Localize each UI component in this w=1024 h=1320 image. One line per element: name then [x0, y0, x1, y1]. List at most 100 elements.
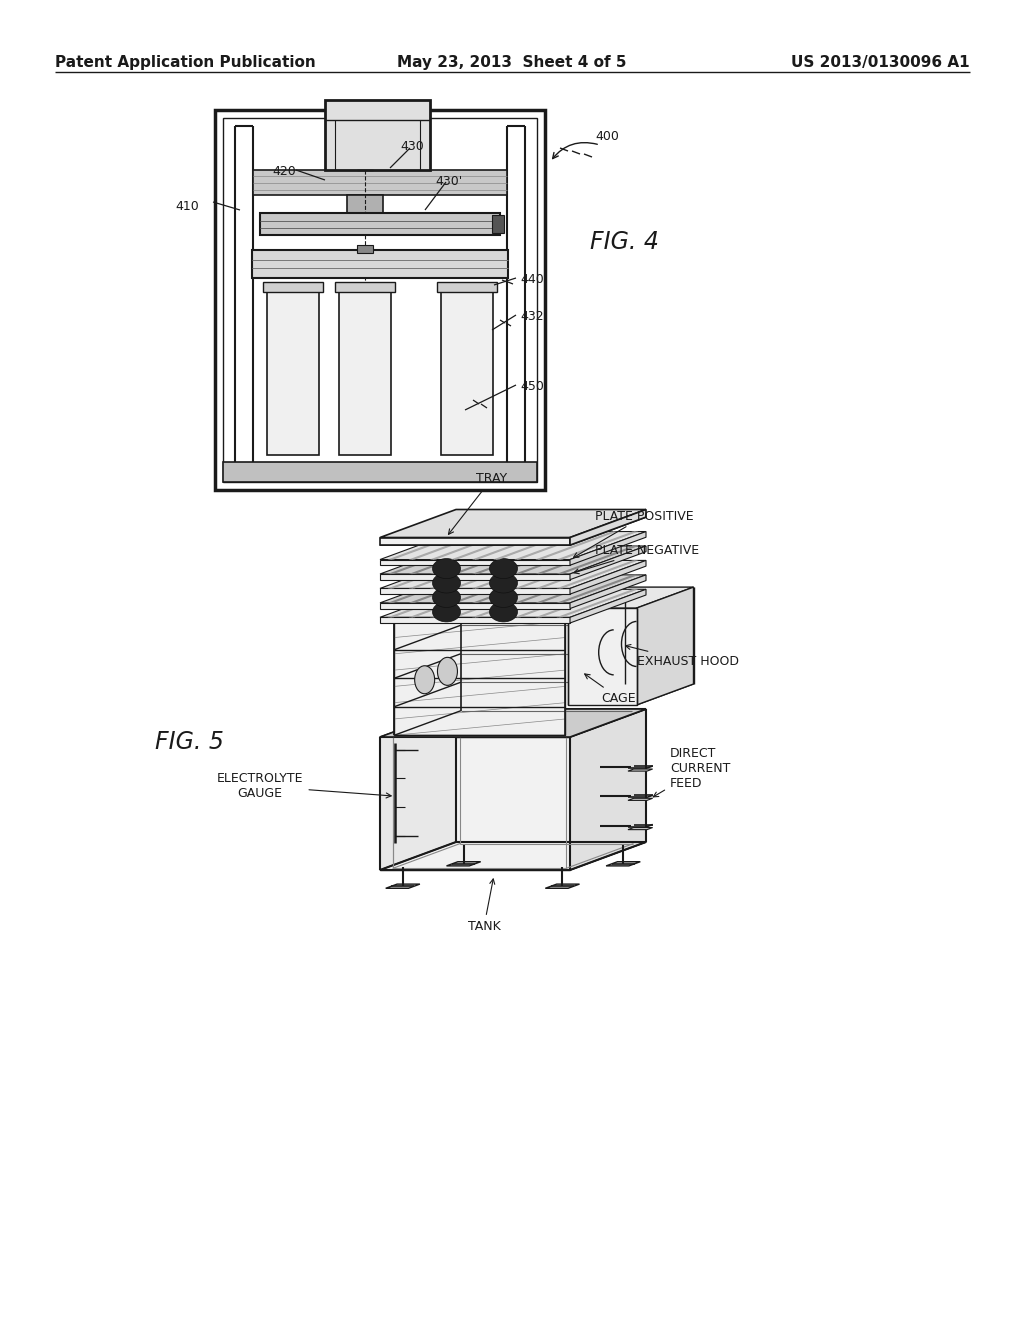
Polygon shape: [380, 561, 646, 589]
Ellipse shape: [489, 558, 517, 578]
Polygon shape: [556, 532, 639, 560]
Bar: [437, 282, 497, 292]
Bar: [347, 195, 383, 213]
Polygon shape: [556, 576, 639, 603]
Polygon shape: [628, 770, 652, 771]
Polygon shape: [451, 532, 532, 560]
Ellipse shape: [415, 665, 434, 694]
Bar: [335, 282, 395, 292]
Polygon shape: [536, 589, 617, 618]
Bar: [437, 282, 497, 292]
Polygon shape: [430, 589, 512, 618]
Bar: [263, 282, 323, 292]
Text: ELECTROLYTE
GAUGE: ELECTROLYTE GAUGE: [217, 772, 391, 800]
Bar: [260, 213, 500, 235]
Ellipse shape: [489, 602, 517, 622]
Polygon shape: [570, 532, 646, 565]
Text: PLATE NEGATIVE: PLATE NEGATIVE: [573, 544, 699, 574]
Polygon shape: [494, 546, 575, 574]
Polygon shape: [472, 576, 554, 603]
Text: 432: 432: [520, 310, 544, 323]
Text: 430: 430: [400, 140, 424, 153]
Polygon shape: [387, 546, 470, 574]
Polygon shape: [570, 510, 646, 545]
Polygon shape: [514, 532, 596, 560]
Ellipse shape: [489, 573, 517, 593]
Polygon shape: [380, 576, 646, 603]
Text: DIRECT
CURRENT
FEED: DIRECT CURRENT FEED: [653, 747, 730, 797]
Bar: [223, 117, 537, 482]
Polygon shape: [380, 589, 646, 618]
Bar: [357, 246, 373, 253]
Polygon shape: [387, 589, 470, 618]
Polygon shape: [494, 589, 575, 618]
Polygon shape: [380, 618, 570, 623]
Polygon shape: [556, 561, 639, 589]
Bar: [252, 249, 508, 279]
Polygon shape: [380, 589, 570, 594]
Polygon shape: [380, 560, 570, 565]
Bar: [223, 462, 537, 482]
Ellipse shape: [489, 587, 517, 607]
Polygon shape: [451, 576, 532, 603]
Polygon shape: [446, 862, 480, 866]
Bar: [253, 170, 507, 195]
Bar: [325, 100, 430, 170]
Bar: [325, 100, 430, 170]
Polygon shape: [387, 576, 470, 603]
Polygon shape: [568, 684, 693, 705]
Polygon shape: [380, 709, 646, 737]
Polygon shape: [380, 709, 456, 870]
Text: 450: 450: [520, 380, 544, 393]
Polygon shape: [409, 576, 490, 603]
Polygon shape: [514, 589, 596, 618]
Polygon shape: [451, 561, 532, 589]
Text: EXHAUST HOOD: EXHAUST HOOD: [626, 644, 738, 668]
Polygon shape: [536, 576, 617, 603]
Bar: [253, 170, 507, 195]
Polygon shape: [380, 603, 570, 609]
Bar: [441, 288, 493, 455]
Text: Patent Application Publication: Patent Application Publication: [55, 55, 315, 70]
Polygon shape: [536, 546, 617, 574]
Polygon shape: [386, 884, 420, 888]
Polygon shape: [472, 532, 554, 560]
Bar: [252, 249, 508, 279]
Bar: [263, 282, 323, 292]
Bar: [347, 195, 383, 213]
Polygon shape: [409, 561, 490, 589]
Text: 410: 410: [175, 201, 199, 213]
Polygon shape: [380, 532, 646, 560]
Polygon shape: [430, 546, 512, 574]
Polygon shape: [494, 532, 575, 560]
Text: PLATE POSITIVE: PLATE POSITIVE: [573, 510, 693, 557]
Bar: [267, 288, 319, 455]
Polygon shape: [387, 561, 470, 589]
Polygon shape: [409, 532, 490, 560]
Polygon shape: [556, 546, 639, 574]
Polygon shape: [387, 532, 470, 560]
Polygon shape: [380, 737, 570, 870]
Polygon shape: [380, 842, 646, 870]
Polygon shape: [380, 546, 646, 574]
Polygon shape: [472, 546, 554, 574]
Polygon shape: [628, 799, 652, 800]
Polygon shape: [606, 862, 640, 866]
Polygon shape: [394, 597, 461, 735]
Ellipse shape: [432, 602, 461, 622]
Bar: [492, 215, 504, 234]
Polygon shape: [570, 561, 646, 594]
Polygon shape: [409, 589, 490, 618]
Text: 430': 430': [435, 176, 462, 187]
Polygon shape: [514, 546, 596, 574]
Polygon shape: [430, 532, 512, 560]
Polygon shape: [570, 709, 646, 870]
Text: FIG. 5: FIG. 5: [155, 730, 224, 754]
Bar: [339, 288, 391, 455]
Polygon shape: [556, 589, 639, 618]
Polygon shape: [430, 576, 512, 603]
Polygon shape: [536, 532, 617, 560]
Bar: [215, 110, 545, 490]
Polygon shape: [380, 574, 570, 579]
Polygon shape: [472, 561, 554, 589]
